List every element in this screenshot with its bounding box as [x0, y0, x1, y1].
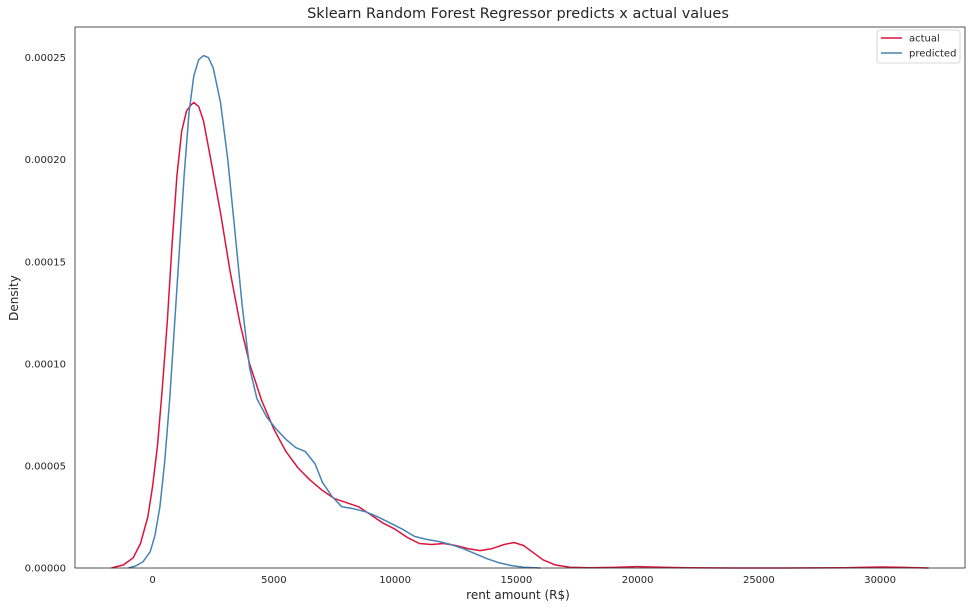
series-line-actual: [111, 101, 929, 569]
x-tick-label: 30000: [864, 575, 896, 586]
y-tick-labels: 0.00000 0.00005 0.00010 0.00015 0.00020 0.000…: [25, 53, 66, 574]
legend: actual predicted: [876, 29, 961, 64]
x-tick-labels: 0 5000 10000 15000 20000 25000 30000: [149, 575, 896, 586]
y-tick-label: 0.00010: [25, 359, 66, 370]
x-tick-label: 25000: [743, 575, 775, 586]
legend-label-predicted: predicted: [909, 49, 956, 60]
series-layer: [111, 54, 929, 569]
legend-label-actual: actual: [909, 34, 940, 45]
x-tick-label: 0: [149, 575, 155, 586]
y-tick-label: 0.00015: [25, 257, 66, 268]
chart-title: Sklearn Random Forest Regressor predicts…: [307, 6, 729, 22]
series-line-predicted: [128, 54, 541, 569]
y-tick-label: 0.00025: [25, 53, 66, 64]
x-axis-label: rent amount (R$): [466, 588, 570, 602]
x-tick-label: 5000: [261, 575, 286, 586]
y-tick-label: 0.00020: [25, 155, 66, 166]
x-tick-label: 15000: [500, 575, 532, 586]
y-tick-label: 0.00000: [25, 564, 66, 575]
x-tick-label: 10000: [379, 575, 411, 586]
y-tick-label: 0.00005: [25, 461, 66, 472]
plot-area-frame: [74, 26, 966, 569]
x-tick-label: 20000: [622, 575, 654, 586]
y-axis-label: Density: [7, 275, 21, 321]
